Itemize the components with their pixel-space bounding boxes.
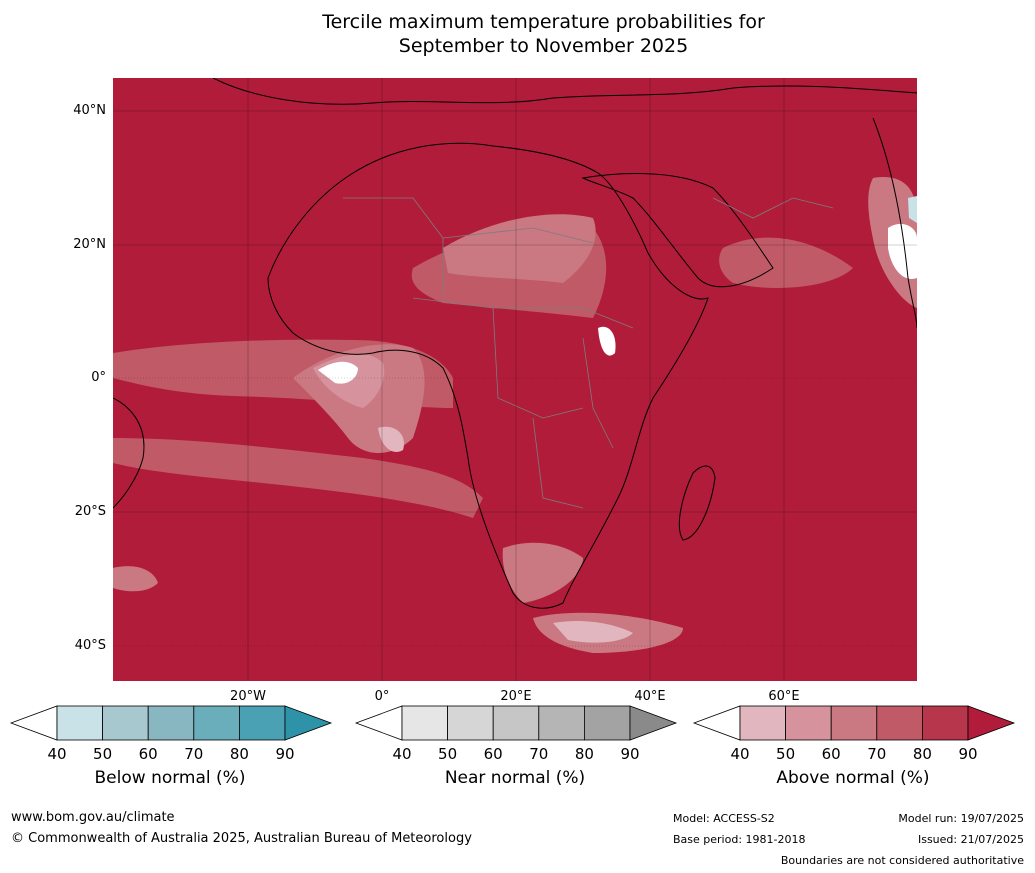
above-color-segment — [922, 705, 969, 741]
lon-label-40e: 40°E — [634, 689, 666, 704]
above-color-segment — [785, 705, 832, 741]
near-color-segment — [401, 705, 448, 741]
lat-label-40n: 40°N — [73, 103, 106, 118]
website-text: www.bom.gov.au/climate — [11, 810, 175, 825]
near-tick-label: 70 — [529, 745, 549, 763]
below-color-segment — [193, 705, 240, 741]
map-title: Tercile maximum temperature probabilitie… — [0, 10, 1035, 58]
title-line-1: Tercile maximum temperature probabilitie… — [322, 11, 765, 33]
title-line-2: September to November 2025 — [398, 35, 689, 57]
model-text: Model: ACCESS-S2 — [673, 812, 775, 825]
lat-label-20n: 20°N — [73, 237, 106, 252]
near-color-segment — [447, 705, 494, 741]
coastlines — [113, 78, 917, 609]
near-tick-label: 50 — [438, 745, 458, 763]
below-tick-label: 90 — [275, 745, 295, 763]
above-lower-extension — [692, 705, 741, 741]
above-normal-label: Above normal (%) — [776, 768, 930, 788]
probability-map — [113, 78, 917, 681]
above-tick-label: 70 — [867, 745, 887, 763]
above-color-segment — [876, 705, 923, 741]
below-tick-label: 70 — [184, 745, 204, 763]
lon-label-20e: 20°E — [500, 689, 532, 704]
probability-regions — [113, 177, 917, 653]
near-tick-label: 40 — [392, 745, 412, 763]
near-lower-extension — [354, 705, 403, 741]
above-tick-label: 50 — [776, 745, 796, 763]
country-boundaries — [343, 197, 834, 509]
below-color-segment — [56, 705, 103, 741]
near-tick-label: 90 — [620, 745, 640, 763]
near-tick-label: 60 — [483, 745, 503, 763]
base-period-text: Base period: 1981-2018 — [673, 833, 806, 846]
below-normal-label: Below normal (%) — [94, 768, 246, 788]
above-tick-label: 90 — [958, 745, 978, 763]
above-tick-label: 40 — [730, 745, 750, 763]
lon-label-0: 0° — [374, 689, 390, 704]
near-color-segment — [584, 705, 631, 741]
below-tick-label: 40 — [47, 745, 67, 763]
colorbars — [9, 705, 1016, 741]
lon-label-60e: 60°E — [768, 689, 800, 704]
near-tick-label: 80 — [574, 745, 594, 763]
model-run-text: Model run: 19/07/2025 — [898, 812, 1024, 825]
below-tick-label: 50 — [93, 745, 113, 763]
lat-label-20s: 20°S — [74, 504, 106, 519]
below-upper-extension — [284, 705, 333, 741]
below-tick-label: 80 — [229, 745, 249, 763]
above-color-segment — [739, 705, 786, 741]
issued-text: Issued: 21/07/2025 — [917, 833, 1024, 846]
above-upper-extension — [967, 705, 1016, 741]
below-color-segment — [238, 705, 286, 741]
above-color-segment — [830, 705, 878, 741]
below-lower-extension — [9, 705, 58, 741]
map-svg — [113, 78, 917, 681]
near-upper-extension — [629, 705, 678, 741]
below-color-segment — [147, 705, 195, 741]
lat-label-0: 0° — [91, 370, 106, 385]
near-color-segment — [538, 705, 585, 741]
disclaimer-text: Boundaries are not considered authoritat… — [780, 854, 1024, 867]
near-normal-label: Near normal (%) — [444, 768, 586, 788]
below-color-segment — [102, 705, 149, 741]
lat-label-40s: 40°S — [74, 638, 106, 653]
near-color-segment — [492, 705, 540, 741]
above-tick-label: 60 — [821, 745, 841, 763]
above-tick-label: 80 — [912, 745, 932, 763]
lon-label-20w: 20°W — [230, 689, 266, 704]
below-tick-label: 60 — [138, 745, 158, 763]
copyright-text: © Commonwealth of Australia 2025, Austra… — [11, 831, 472, 846]
graticule — [113, 78, 917, 681]
